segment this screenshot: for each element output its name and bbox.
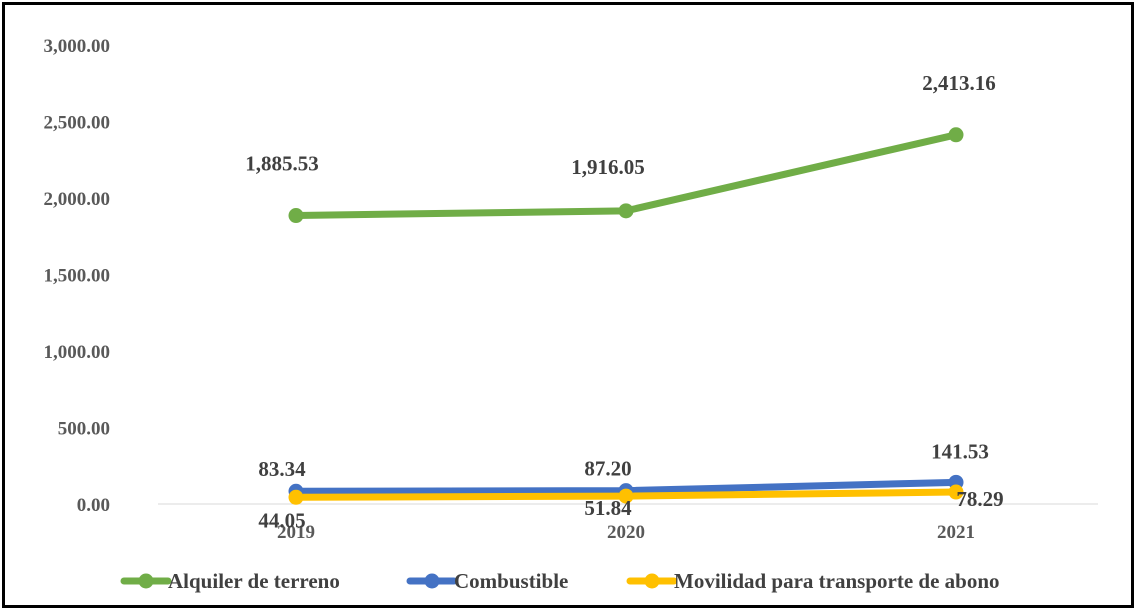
data-point	[288, 489, 304, 505]
legend-label: Movilidad para transporte de abono	[674, 569, 1000, 593]
data-label: 1,885.53	[245, 152, 319, 176]
x-tick-label: 2019	[277, 522, 315, 543]
legend-swatch-marker	[138, 573, 154, 589]
data-point	[948, 127, 964, 143]
data-labels: 1,885.53 1,916.05 2,413.16 83.34 87.20 141.53…	[245, 71, 1003, 532]
legend-item: Combustible	[406, 569, 568, 593]
data-label: 1,916.05	[571, 155, 645, 179]
data-label: 141.53	[931, 439, 989, 463]
legend-item: Movilidad para transporte de abono	[626, 569, 1000, 593]
series-points	[288, 127, 964, 505]
data-label: 2,413.16	[922, 71, 996, 95]
y-tick-label: 1,000.00	[44, 342, 111, 363]
y-tick-label: 3,000.00	[44, 36, 111, 57]
series-lines	[292, 131, 960, 501]
x-tick-label: 2020	[607, 522, 645, 543]
data-label: 87.20	[584, 457, 631, 481]
data-label: 44.05	[258, 508, 305, 532]
data-point	[948, 484, 964, 500]
y-tick-label: 1,500.00	[44, 266, 111, 287]
legend-label: Alquiler de terreno	[168, 569, 340, 593]
legend-item: Alquiler de terreno	[120, 569, 340, 593]
data-label: 51.84	[584, 496, 632, 520]
y-tick-label: 0.00	[77, 495, 110, 516]
data-point	[288, 208, 304, 224]
legend-swatch-marker	[644, 573, 660, 589]
legend: Alquiler de terreno Combustible Movilidad …	[120, 569, 1000, 593]
x-tick-label: 2021	[937, 522, 975, 543]
data-label: 83.34	[258, 457, 306, 481]
y-axis-ticks: 0.00 500.00 1,000.00 1,500.00 2,000.00 2,500.…	[44, 36, 111, 516]
y-tick-label: 2,500.00	[44, 113, 111, 134]
legend-label: Combustible	[454, 569, 568, 593]
data-point	[618, 488, 634, 504]
y-tick-label: 500.00	[58, 419, 110, 440]
data-label: 78.29	[956, 487, 1003, 511]
y-tick-label: 2,000.00	[44, 189, 111, 210]
x-axis-ticks: 2019 2020 2021	[277, 522, 975, 543]
data-point	[618, 203, 634, 219]
legend-swatch-marker	[424, 573, 440, 589]
